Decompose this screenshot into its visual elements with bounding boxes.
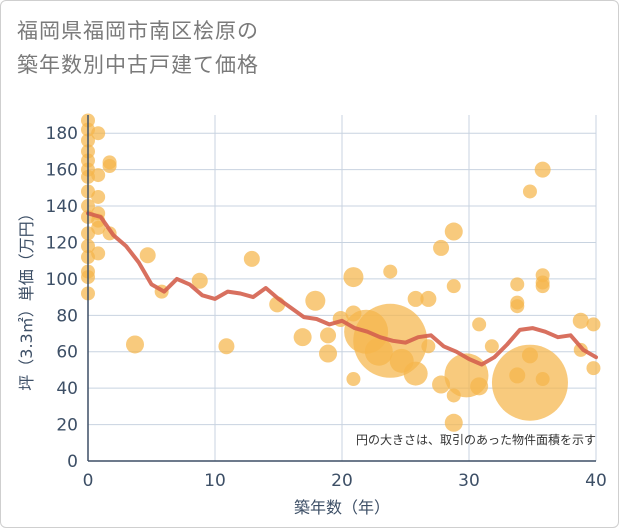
y-tick-label: 40: [56, 379, 78, 399]
trend-line: [86, 211, 598, 367]
data-bubble: [535, 279, 550, 294]
data-bubble: [444, 413, 463, 432]
data-bubble: [91, 168, 106, 183]
x-tick-label: 20: [331, 471, 353, 491]
y-tick-label: 140: [46, 197, 78, 217]
bubbles-layer: [81, 113, 601, 432]
data-bubble: [320, 327, 337, 344]
y-axis-title: 坪（3.3㎡）単価（万円）: [17, 205, 36, 390]
y-tick-label: 80: [56, 306, 78, 326]
x-tick-label: 0: [83, 471, 94, 491]
data-bubble: [535, 372, 550, 387]
y-tick-label: 160: [46, 161, 78, 181]
labels-layer: 0 20 40 60 80 100 120 140 160 180 0 10 20 30 40 築年数（年） 坪…: [17, 124, 607, 517]
data-bubble: [534, 161, 551, 178]
data-bubble: [420, 290, 437, 307]
data-bubble: [586, 361, 601, 376]
data-bubble: [472, 317, 487, 332]
data-bubble: [522, 184, 537, 199]
y-tick-label: 180: [46, 124, 78, 144]
trend-line-layer: [86, 211, 598, 367]
data-bubble: [433, 239, 450, 256]
data-bubble: [125, 335, 144, 354]
x-tick-label: 30: [458, 471, 480, 491]
data-bubble: [491, 344, 568, 421]
title-line-2: 築年数別中古戸建て価格: [17, 53, 259, 77]
y-tick-label: 20: [56, 416, 78, 436]
y-tick-label: 0: [67, 452, 78, 472]
data-bubble: [510, 299, 525, 314]
data-bubble: [305, 290, 326, 311]
data-bubble: [319, 344, 338, 363]
data-bubble: [484, 339, 499, 354]
x-tick-label: 10: [204, 471, 226, 491]
data-bubble: [139, 247, 156, 264]
y-tick-label: 100: [46, 270, 78, 290]
x-axis-title: 築年数（年）: [294, 498, 390, 517]
data-bubble: [102, 158, 117, 173]
data-bubble: [91, 126, 106, 141]
data-bubble: [421, 339, 436, 354]
data-bubble: [572, 312, 589, 329]
data-bubble: [470, 377, 489, 396]
chart-title: 福岡県福岡市南区桧原の 築年数別中古戸建て価格: [17, 14, 259, 82]
data-bubble: [293, 328, 312, 347]
data-bubble: [446, 279, 461, 294]
data-bubble: [243, 250, 260, 267]
data-bubble: [91, 220, 106, 235]
data-bubble: [91, 189, 106, 204]
x-tick-label: 40: [585, 471, 607, 491]
data-bubble: [191, 272, 208, 289]
grid-lines: [88, 115, 597, 461]
data-bubble: [91, 246, 106, 261]
axes-layer: [87, 115, 596, 462]
data-bubble: [218, 338, 235, 355]
data-bubble: [403, 361, 428, 386]
data-bubble: [346, 372, 361, 387]
data-bubble: [586, 317, 601, 332]
data-bubble: [407, 290, 424, 307]
title-line-1: 福岡県福岡市南区桧原の: [17, 19, 259, 43]
data-bubble: [510, 277, 525, 292]
data-bubble: [383, 264, 398, 279]
y-tick-label: 60: [56, 343, 78, 363]
size-legend-note: 円の大きさは、取引のあった物件面積を示す: [356, 432, 596, 447]
data-bubble: [444, 222, 463, 241]
y-tick-label: 120: [46, 233, 78, 253]
data-bubble: [343, 267, 364, 288]
